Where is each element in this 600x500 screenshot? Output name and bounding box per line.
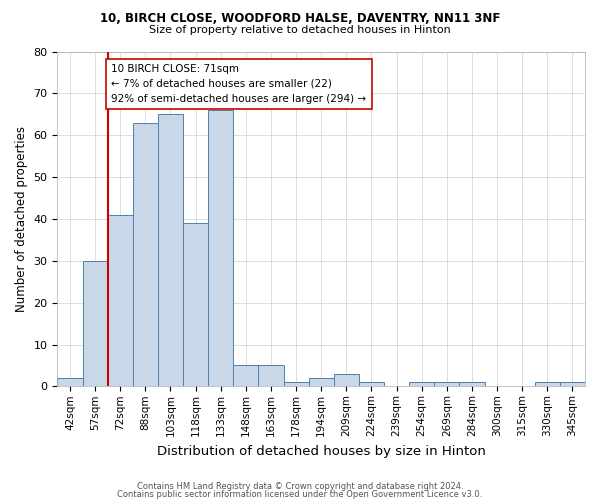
Bar — [308, 378, 334, 386]
Text: 10 BIRCH CLOSE: 71sqm
← 7% of detached houses are smaller (22)
92% of semi-detac: 10 BIRCH CLOSE: 71sqm ← 7% of detached h… — [112, 64, 367, 104]
Bar — [107, 215, 133, 386]
Bar — [259, 366, 284, 386]
Bar — [183, 223, 208, 386]
Bar — [460, 382, 485, 386]
Text: Contains HM Land Registry data © Crown copyright and database right 2024.: Contains HM Land Registry data © Crown c… — [137, 482, 463, 491]
Bar — [208, 110, 233, 386]
Text: 10, BIRCH CLOSE, WOODFORD HALSE, DAVENTRY, NN11 3NF: 10, BIRCH CLOSE, WOODFORD HALSE, DAVENTR… — [100, 12, 500, 26]
Bar — [133, 122, 158, 386]
Bar — [284, 382, 308, 386]
Bar — [434, 382, 460, 386]
X-axis label: Distribution of detached houses by size in Hinton: Distribution of detached houses by size … — [157, 444, 485, 458]
Bar — [409, 382, 434, 386]
Y-axis label: Number of detached properties: Number of detached properties — [15, 126, 28, 312]
Bar — [535, 382, 560, 386]
Bar — [58, 378, 83, 386]
Bar — [334, 374, 359, 386]
Bar — [233, 366, 259, 386]
Bar — [359, 382, 384, 386]
Text: Contains public sector information licensed under the Open Government Licence v3: Contains public sector information licen… — [118, 490, 482, 499]
Bar — [560, 382, 585, 386]
Bar — [158, 114, 183, 386]
Bar — [83, 261, 107, 386]
Text: Size of property relative to detached houses in Hinton: Size of property relative to detached ho… — [149, 25, 451, 35]
